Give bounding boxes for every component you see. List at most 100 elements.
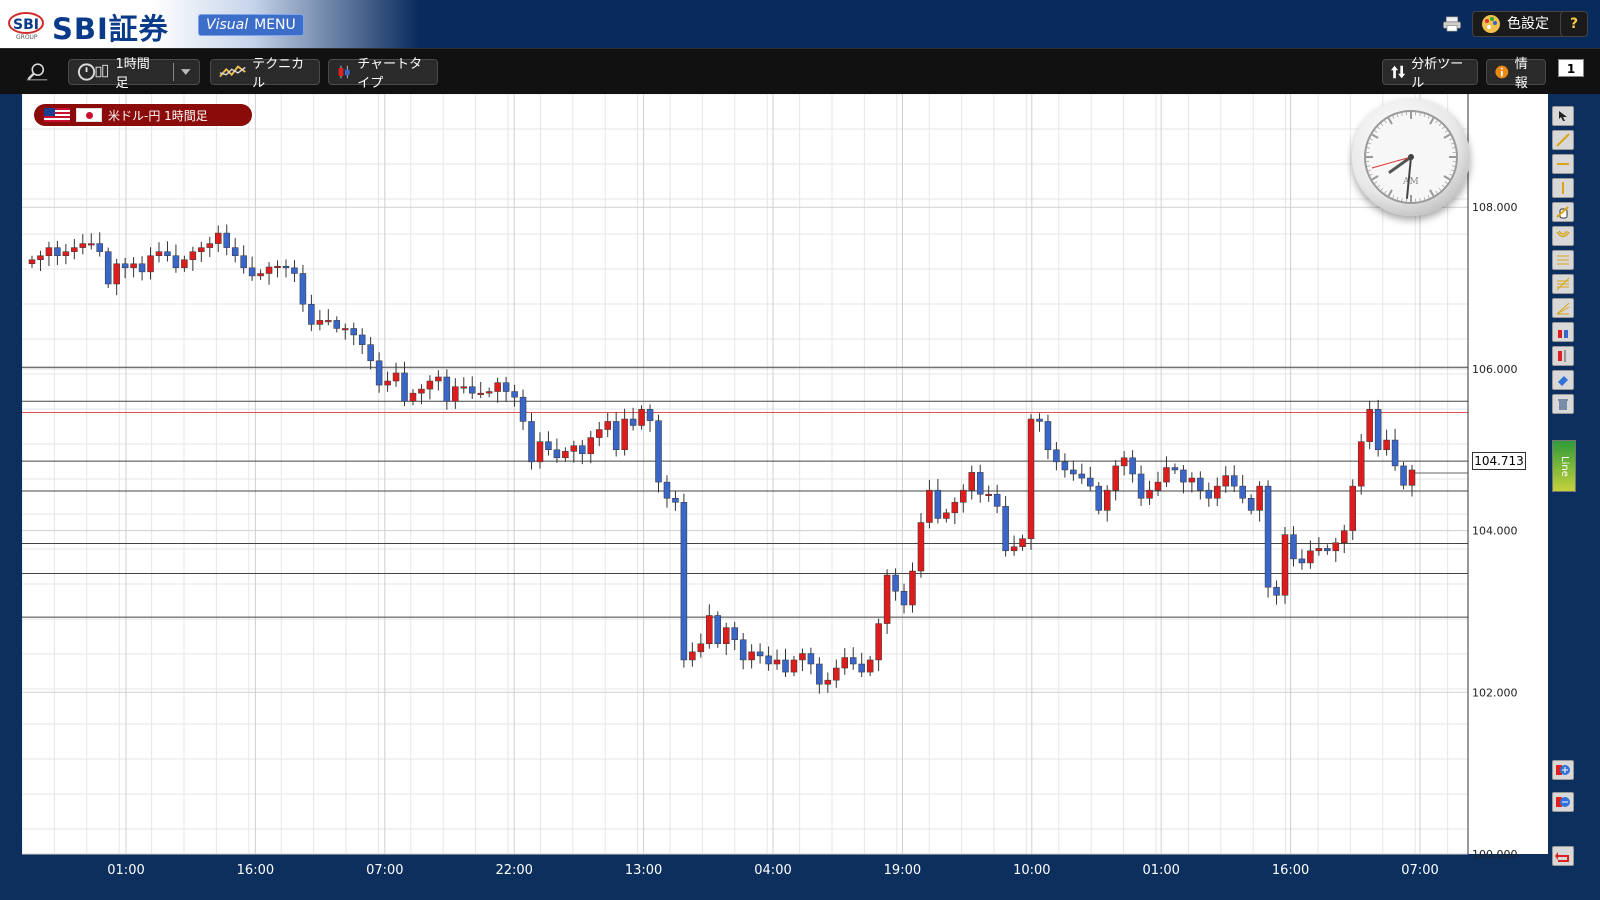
clock-tick: [1443, 175, 1451, 181]
candle-bear: [672, 498, 679, 503]
candle-bear: [1324, 548, 1331, 552]
candle-bear: [858, 663, 865, 673]
bar-count-icon: [1558, 330, 1568, 338]
candle-bear: [519, 396, 527, 422]
candle-bull: [147, 255, 154, 273]
sbi-logo-icon: SBI GROUP: [8, 12, 44, 41]
channel-tool-button[interactable]: [1552, 250, 1574, 270]
candle-bull: [536, 441, 544, 463]
hand-tool-button[interactable]: [1552, 202, 1574, 222]
chart-type-button[interactable]: チャートタイプ: [328, 57, 438, 91]
candle-bear: [849, 657, 857, 665]
candle-bear: [121, 263, 129, 269]
analog-clock: AM: [1352, 98, 1470, 216]
x-tick-label: 01:00: [1142, 863, 1179, 878]
candle-bull: [1341, 530, 1348, 543]
x-tick-label: 07:00: [366, 863, 403, 878]
clock-tick: [1377, 184, 1381, 188]
info-button[interactable]: 情報: [1486, 57, 1546, 91]
clock-tick: [1369, 173, 1373, 176]
horizontal-line-tool-button[interactable]: [1552, 154, 1574, 174]
clock-tick: [1429, 117, 1435, 125]
candle-bear: [1180, 469, 1187, 483]
candle-bull: [1332, 542, 1340, 552]
vertical-line-tool-button[interactable]: [1552, 178, 1574, 198]
candle-bear: [299, 273, 307, 305]
fan-tool-button[interactable]: [1552, 226, 1574, 246]
horizontal-levels: [22, 366, 1468, 618]
clock-tick: [1441, 126, 1445, 130]
bar-count-tool-button[interactable]: [1552, 322, 1574, 342]
candle-bear: [1197, 477, 1204, 491]
candle-bull: [824, 679, 832, 685]
add-pane-button[interactable]: [1552, 760, 1574, 780]
svg-text:SBI: SBI: [13, 17, 39, 33]
candle-bull: [88, 243, 95, 246]
candle-bear: [231, 247, 239, 256]
interval-selector[interactable]: 1時間足: [68, 57, 200, 91]
candle-bull: [1163, 467, 1170, 483]
undo-arrow-icon: [1555, 852, 1569, 862]
technical-label: テクニカル: [252, 57, 305, 91]
fibonacci-tool-button[interactable]: [1552, 274, 1574, 294]
candle-bull: [189, 251, 197, 260]
candle-bear: [545, 441, 552, 450]
clock-tick: [1384, 120, 1387, 124]
zoom-tool-button[interactable]: [18, 59, 56, 85]
candle-bull: [951, 502, 959, 514]
angle-tool-button[interactable]: [1552, 298, 1574, 318]
hand-icon: [1556, 206, 1569, 219]
candle-bull: [342, 328, 349, 331]
info-label: 情報: [1514, 57, 1528, 91]
candle-bull: [409, 392, 417, 402]
remove-pane-button[interactable]: [1552, 792, 1574, 812]
info-icon: [1495, 65, 1509, 79]
candle-bear: [350, 328, 357, 336]
candle-bull: [1120, 457, 1128, 467]
clock-tick: [1449, 138, 1453, 141]
trash-icon: [1558, 399, 1568, 410]
candle-bull: [316, 320, 324, 325]
clock-tick: [1401, 198, 1403, 202]
eraser-tool-button[interactable]: [1552, 370, 1574, 390]
print-button[interactable]: [1434, 11, 1470, 37]
candle-bull: [1222, 475, 1229, 487]
cursor-tool-button[interactable]: [1552, 106, 1574, 126]
candle-bull: [37, 255, 44, 260]
help-button[interactable]: ?: [1560, 11, 1588, 37]
candle-bear: [54, 247, 61, 256]
visual-menu-button[interactable]: Visual MENU: [198, 14, 304, 36]
fibonacci-icon: [1556, 277, 1570, 291]
technical-button[interactable]: テクニカル: [210, 57, 320, 91]
candle-bear: [1036, 418, 1043, 422]
x-tick-label: 16:00: [1272, 863, 1309, 878]
candle-bull: [426, 380, 434, 390]
candle-bear: [1095, 485, 1102, 511]
reset-button[interactable]: [1552, 846, 1574, 866]
candle-bull: [215, 232, 222, 244]
chart-area[interactable]: 100.000 102.000 104.000 106.000 108.000 01:0…: [22, 94, 1582, 888]
x-tick-label: 10:00: [1013, 863, 1050, 878]
candle-bear: [164, 251, 171, 256]
trash-tool-button[interactable]: [1552, 394, 1574, 414]
candle-bull: [452, 386, 459, 402]
clock-tick: [1438, 123, 1442, 127]
y-tick-label: 102.000: [1472, 686, 1518, 699]
candle-bear: [1298, 558, 1306, 564]
price-chart[interactable]: 100.000 102.000 104.000 106.000 108.000 01:0…: [22, 94, 1582, 888]
candle-bear: [934, 489, 942, 519]
trendline-tool-button[interactable]: [1552, 130, 1574, 150]
range-tool-button[interactable]: [1552, 346, 1574, 366]
angle-fan-icon: [1556, 302, 1570, 315]
candle-bull: [274, 265, 281, 268]
candle-bear: [104, 251, 112, 285]
candle-bull: [604, 421, 611, 430]
pane-number[interactable]: 1: [1558, 59, 1584, 77]
candle-bull: [773, 659, 781, 665]
candle-bull: [833, 667, 840, 681]
line-color-button[interactable]: Line Color: [1537, 440, 1576, 492]
chevron-down-icon[interactable]: [180, 67, 191, 77]
analysis-tools-button[interactable]: 分析ツール: [1382, 57, 1478, 91]
currency-pair-badge[interactable]: 米ドル-円 1時間足: [34, 104, 252, 126]
